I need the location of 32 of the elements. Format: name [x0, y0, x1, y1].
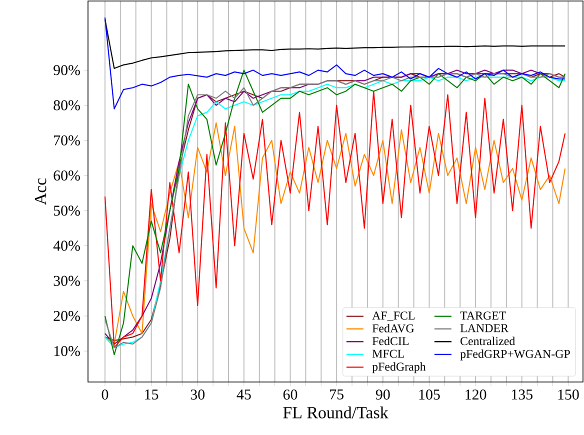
legend-label: TARGET [460, 312, 506, 320]
y-tick-label: 10% [54, 346, 80, 356]
y-tick-label: 30% [54, 276, 80, 286]
legend-label: LANDER [460, 324, 508, 332]
y-tick-label: 70% [54, 135, 80, 146]
legend-label: FedAVG [372, 324, 414, 332]
legend-label: pFedGraph [372, 362, 426, 374]
x-tick-label: 75 [330, 390, 344, 400]
x-tick-label: 45 [236, 390, 251, 400]
x-tick-label: 15 [145, 390, 158, 400]
legend-label: Centralized [460, 336, 516, 346]
x-tick-label: 30 [190, 390, 205, 400]
y-tick-label: 20% [54, 310, 80, 322]
x-tick-label: 90 [376, 390, 390, 400]
y-axis-title: Acc [34, 178, 46, 205]
x-tick-label: 150 [558, 390, 579, 400]
x-tick-label: 60 [283, 390, 298, 400]
legend-label: MFCL [372, 350, 404, 358]
x-axis-title: FL Round/Task [283, 406, 388, 418]
legend-label: AF_FCL [372, 312, 415, 322]
y-tick-label: 90% [54, 65, 80, 76]
y-tick-label: 80% [54, 100, 80, 110]
legend-label: pFedGRP+WGAN-GP [460, 350, 570, 360]
x-tick-label: 120 [466, 390, 486, 400]
line-series [104, 16, 566, 110]
x-tick-label: 135 [512, 390, 532, 400]
y-tick-label: 50% [54, 206, 80, 216]
x-tick-label: 105 [419, 390, 440, 400]
y-tick-label: 40% [53, 240, 80, 251]
legend-label: FedCIL [372, 336, 409, 346]
y-tick-label: 60% [54, 170, 80, 181]
x-tick-label: 0 [102, 390, 108, 400]
